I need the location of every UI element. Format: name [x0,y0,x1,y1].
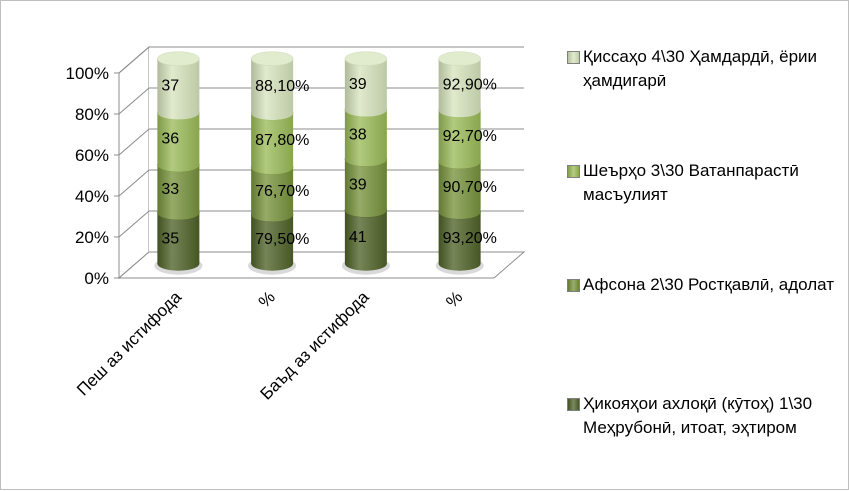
bar-segment [157,112,200,172]
x-tick-label: Пеш аз истифода [73,287,185,399]
x-tick-label: % [255,287,279,311]
gridline [118,87,524,115]
y-tick-label: 60% [75,146,109,165]
bar-segment [344,109,387,167]
bar-segment [344,159,387,218]
data-label: 87,80% [255,132,309,149]
legend-label: Шеърҳо 3\30 Ватанпарастӣ масъулият [583,161,799,204]
legend-swatch [567,51,580,64]
data-label: 79,50% [255,231,309,248]
floor [117,251,526,279]
legend-label: Ҳикояҳои ахлоқӣ (кӯтоҳ) 1\30 Меҳрубонӣ, … [583,394,813,437]
data-label: 35 [161,230,179,247]
data-label: 37 [161,78,179,95]
data-label: 93,20% [443,230,497,247]
chart-legend: Қиссаҳо 4\30 Ҳамдардӣ, ёрии ҳамдигарӣ Шеъ… [567,1,847,489]
bar-segment-top [344,51,388,66]
gridline [118,128,524,156]
bar-segment [251,214,294,271]
data-label: 92,90% [443,76,497,93]
y-tick-label: 40% [75,187,109,206]
data-label: 36 [161,131,179,148]
legend-swatch [567,279,580,292]
legend-label: Афсона 2\30 Ростқавлӣ, адолат [583,275,835,294]
data-label: 41 [349,229,367,246]
data-label: 39 [349,177,367,194]
data-label: 76,70% [255,183,309,200]
bar-segment-top [250,51,294,66]
y-tick-label: 100% [66,64,109,83]
bar-segment [251,58,294,121]
bar-segment-top [157,51,200,66]
bar-segment [157,58,200,120]
y-tick-label: 0% [84,269,109,288]
bar-segment [438,211,481,271]
data-label: 39 [349,76,367,93]
data-label: 88,10% [255,78,309,95]
bar-segment [438,161,481,219]
bar-segment-top [438,51,481,66]
bar-segment [344,210,387,271]
gridline [118,169,524,197]
legend-swatch [567,398,580,411]
y-tick-label: 20% [75,228,109,247]
y-tick-label: 80% [75,105,109,124]
data-label: 92,70% [443,128,497,145]
bar-segment [438,58,481,118]
data-label: 33 [161,181,179,198]
bar-segment [157,164,200,220]
legend-swatch [567,165,580,178]
side-wall [118,45,150,280]
bar-segment [438,110,481,169]
bar-segment [344,58,387,117]
back-wall [149,47,524,252]
legend-label: Қиссаҳо 4\30 Ҳамдардӣ, ёрии ҳамдигарӣ [583,47,818,90]
data-label: 90,70% [443,179,497,196]
data-label: 38 [349,126,367,143]
gridline [118,210,524,238]
x-tick-label: % [442,287,466,311]
gridline [118,46,524,74]
bar-segment [251,113,294,175]
bar-segment [157,212,200,271]
bar-segment [251,167,294,222]
